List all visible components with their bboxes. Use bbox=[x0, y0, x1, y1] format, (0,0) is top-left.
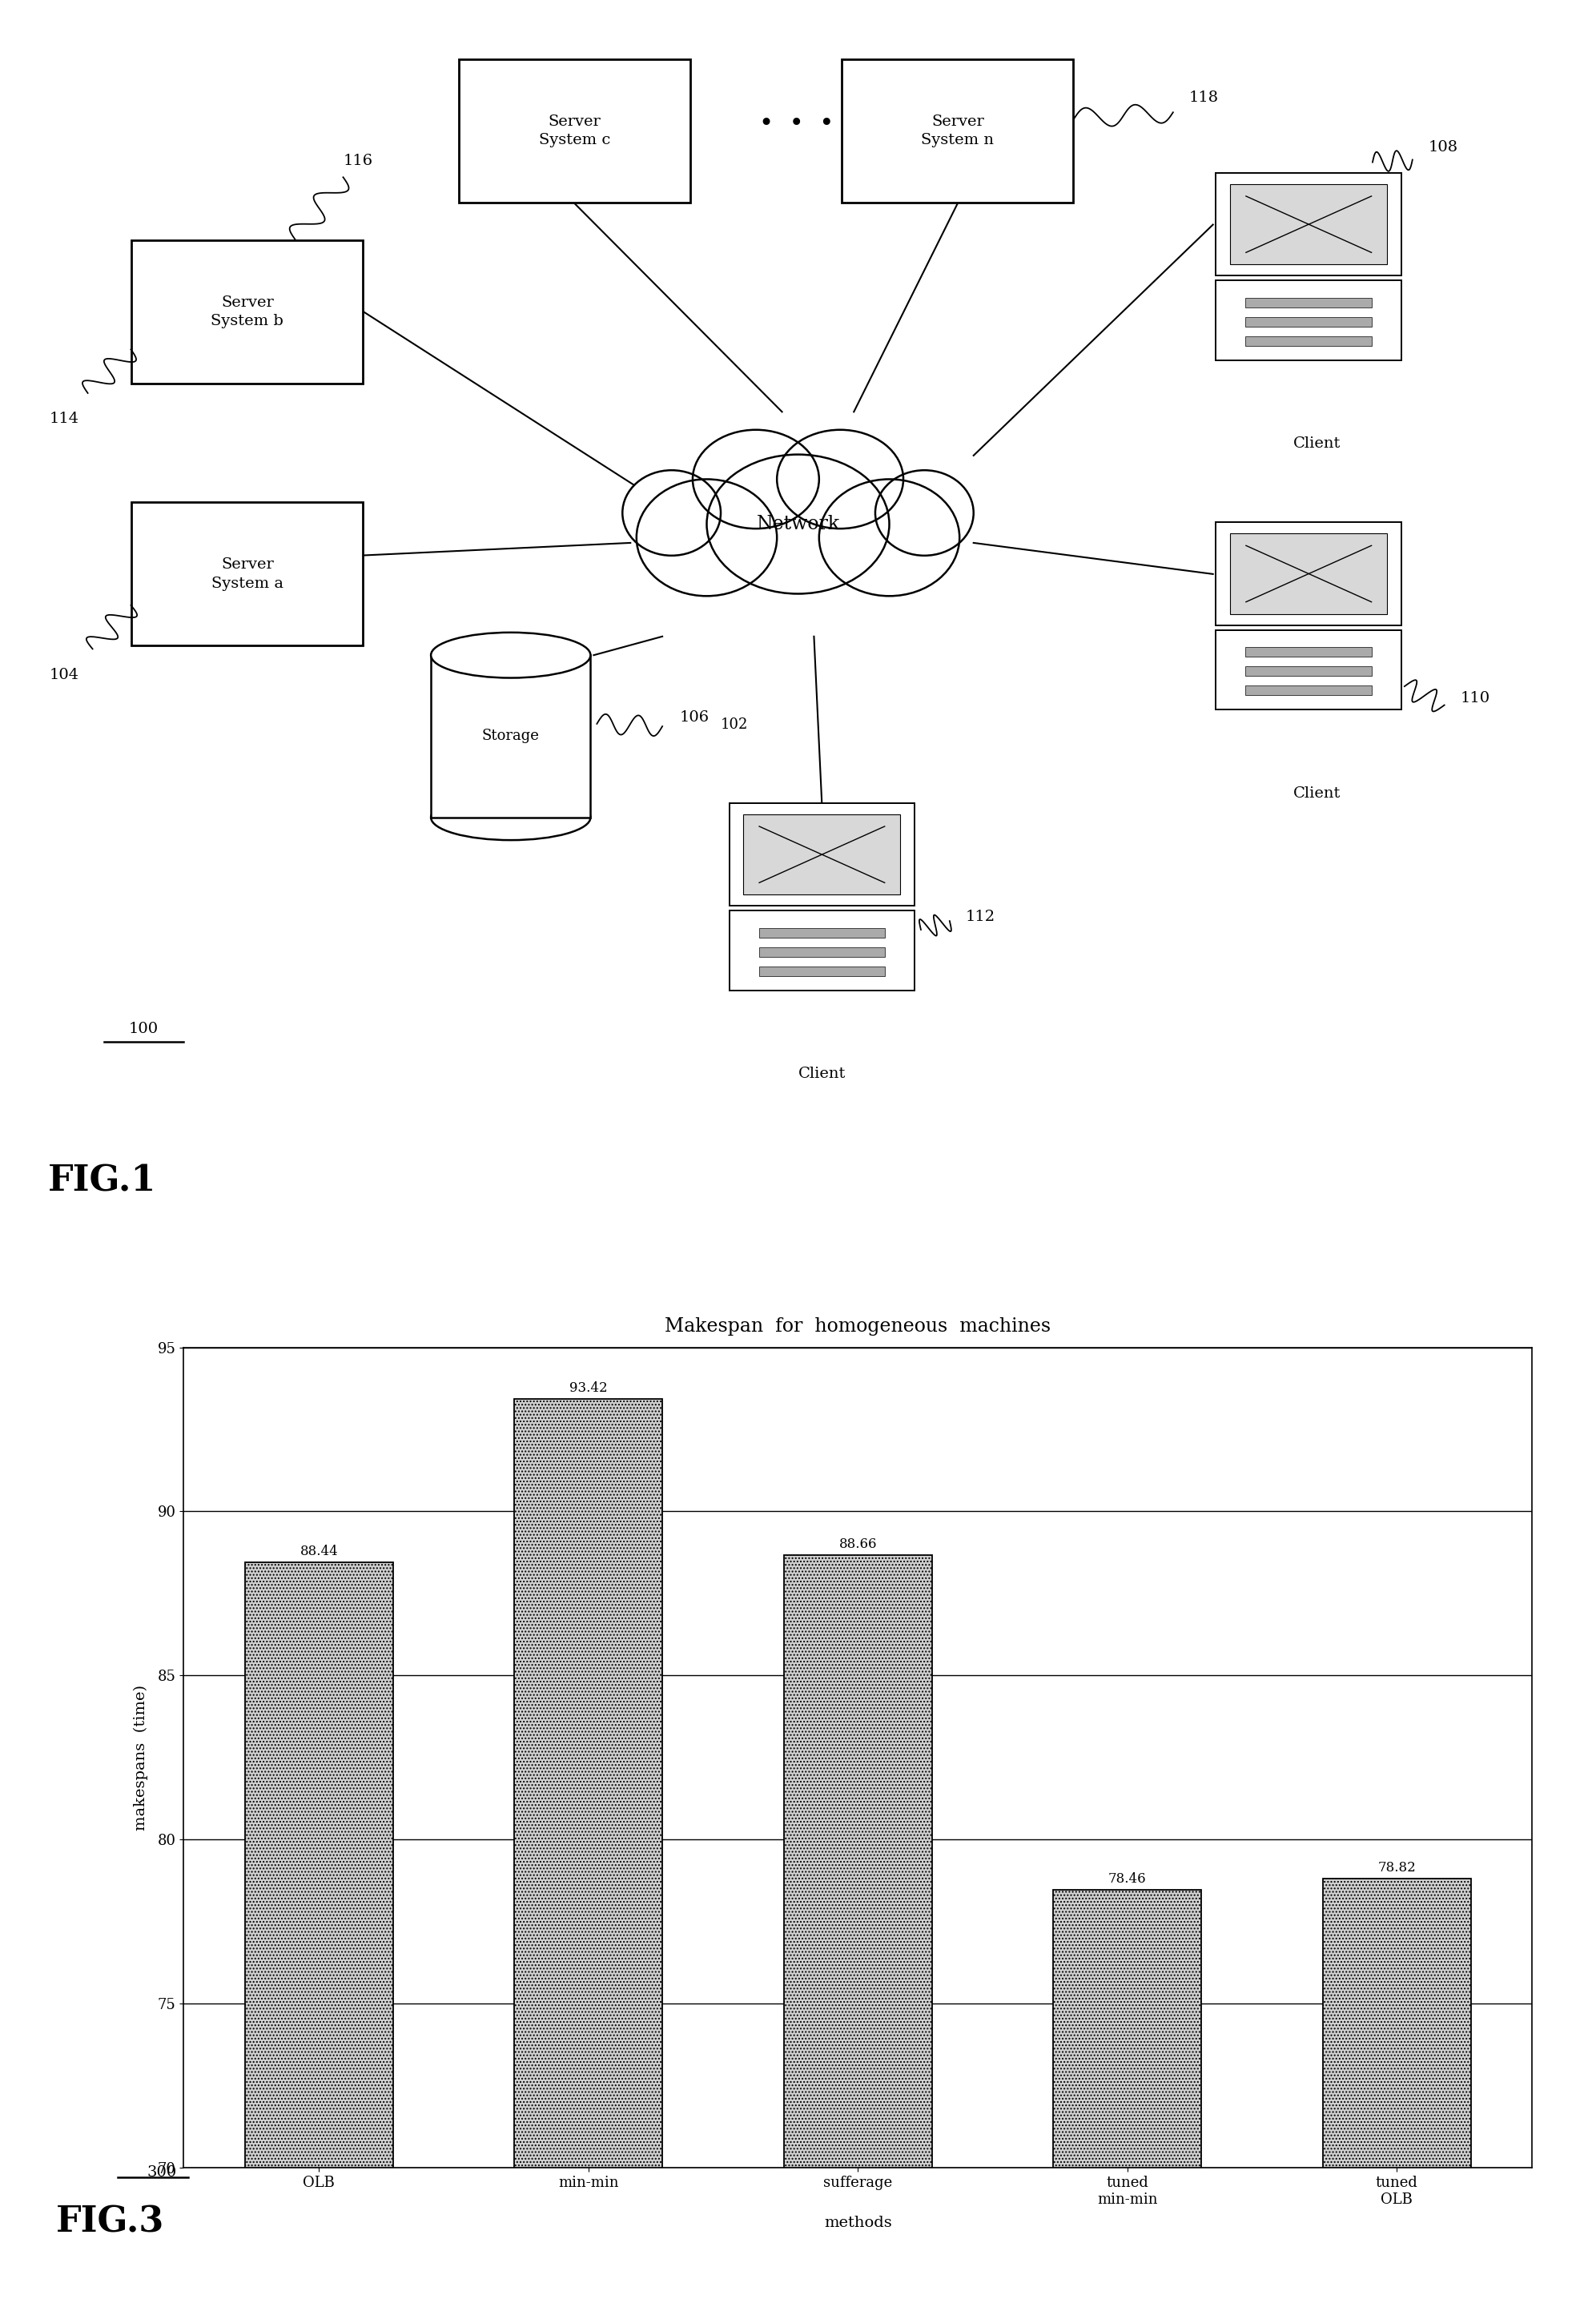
Bar bbox=[1216, 631, 1401, 709]
FancyBboxPatch shape bbox=[131, 240, 362, 384]
Text: 118: 118 bbox=[1189, 90, 1219, 104]
FancyBboxPatch shape bbox=[460, 60, 689, 203]
Text: 88.44: 88.44 bbox=[300, 1546, 338, 1558]
X-axis label: methods: methods bbox=[824, 2216, 892, 2230]
Bar bbox=[1245, 647, 1373, 656]
Text: Client: Client bbox=[1293, 786, 1341, 800]
Ellipse shape bbox=[819, 478, 959, 596]
Text: 88.66: 88.66 bbox=[839, 1537, 876, 1551]
Ellipse shape bbox=[622, 469, 721, 555]
Ellipse shape bbox=[693, 430, 819, 529]
Bar bbox=[1231, 534, 1387, 615]
Title: Makespan  for  homogeneous  machines: Makespan for homogeneous machines bbox=[666, 1317, 1050, 1336]
Text: 114: 114 bbox=[49, 411, 78, 425]
Bar bbox=[1245, 666, 1373, 677]
Text: FIG.3: FIG.3 bbox=[56, 2205, 164, 2239]
Ellipse shape bbox=[875, 469, 974, 555]
Bar bbox=[1245, 335, 1373, 347]
Text: Network: Network bbox=[757, 515, 839, 534]
Bar bbox=[1216, 522, 1401, 626]
Bar bbox=[1053, 1890, 1202, 2168]
Text: 110: 110 bbox=[1460, 691, 1491, 705]
Text: 104: 104 bbox=[49, 668, 78, 682]
Ellipse shape bbox=[707, 455, 889, 594]
Text: Server
System n: Server System n bbox=[921, 113, 994, 148]
Text: FIG.1: FIG.1 bbox=[48, 1165, 156, 1197]
FancyBboxPatch shape bbox=[131, 501, 362, 645]
Text: Client: Client bbox=[798, 1068, 846, 1082]
Text: Client: Client bbox=[1293, 437, 1341, 451]
FancyBboxPatch shape bbox=[841, 60, 1073, 203]
Ellipse shape bbox=[431, 795, 591, 841]
Text: 112: 112 bbox=[966, 911, 996, 924]
Text: 106: 106 bbox=[680, 709, 710, 726]
Bar bbox=[1216, 173, 1401, 275]
Text: 108: 108 bbox=[1428, 141, 1459, 155]
Ellipse shape bbox=[777, 430, 903, 529]
Text: 100: 100 bbox=[129, 1021, 158, 1035]
Bar bbox=[1245, 298, 1373, 307]
Text: Server
System c: Server System c bbox=[539, 113, 610, 148]
Bar bbox=[729, 911, 915, 989]
Text: 116: 116 bbox=[343, 155, 373, 169]
Bar bbox=[758, 948, 886, 957]
Ellipse shape bbox=[637, 478, 777, 596]
Bar bbox=[1231, 185, 1387, 263]
Bar bbox=[244, 1562, 393, 2168]
Text: •  •  •: • • • bbox=[760, 113, 833, 136]
Bar bbox=[758, 966, 886, 975]
Bar bbox=[431, 656, 591, 818]
Bar bbox=[514, 1398, 662, 2168]
Bar bbox=[1323, 1879, 1472, 2168]
Text: Server
System b: Server System b bbox=[211, 296, 284, 328]
Text: 300: 300 bbox=[147, 2165, 177, 2179]
Bar bbox=[1216, 280, 1401, 361]
Bar bbox=[758, 929, 886, 938]
Text: 78.82: 78.82 bbox=[1377, 1860, 1416, 1874]
Text: Storage: Storage bbox=[482, 728, 539, 744]
Text: Server
System a: Server System a bbox=[211, 557, 284, 592]
Bar bbox=[744, 813, 900, 894]
Text: 78.46: 78.46 bbox=[1108, 1872, 1146, 1886]
Bar bbox=[784, 1555, 932, 2168]
Ellipse shape bbox=[431, 633, 591, 677]
Text: 102: 102 bbox=[720, 716, 749, 733]
Bar bbox=[729, 802, 915, 906]
Bar bbox=[1245, 686, 1373, 696]
Text: 93.42: 93.42 bbox=[570, 1382, 608, 1396]
Bar bbox=[1245, 317, 1373, 326]
Y-axis label: makespans  (time): makespans (time) bbox=[134, 1685, 148, 1830]
